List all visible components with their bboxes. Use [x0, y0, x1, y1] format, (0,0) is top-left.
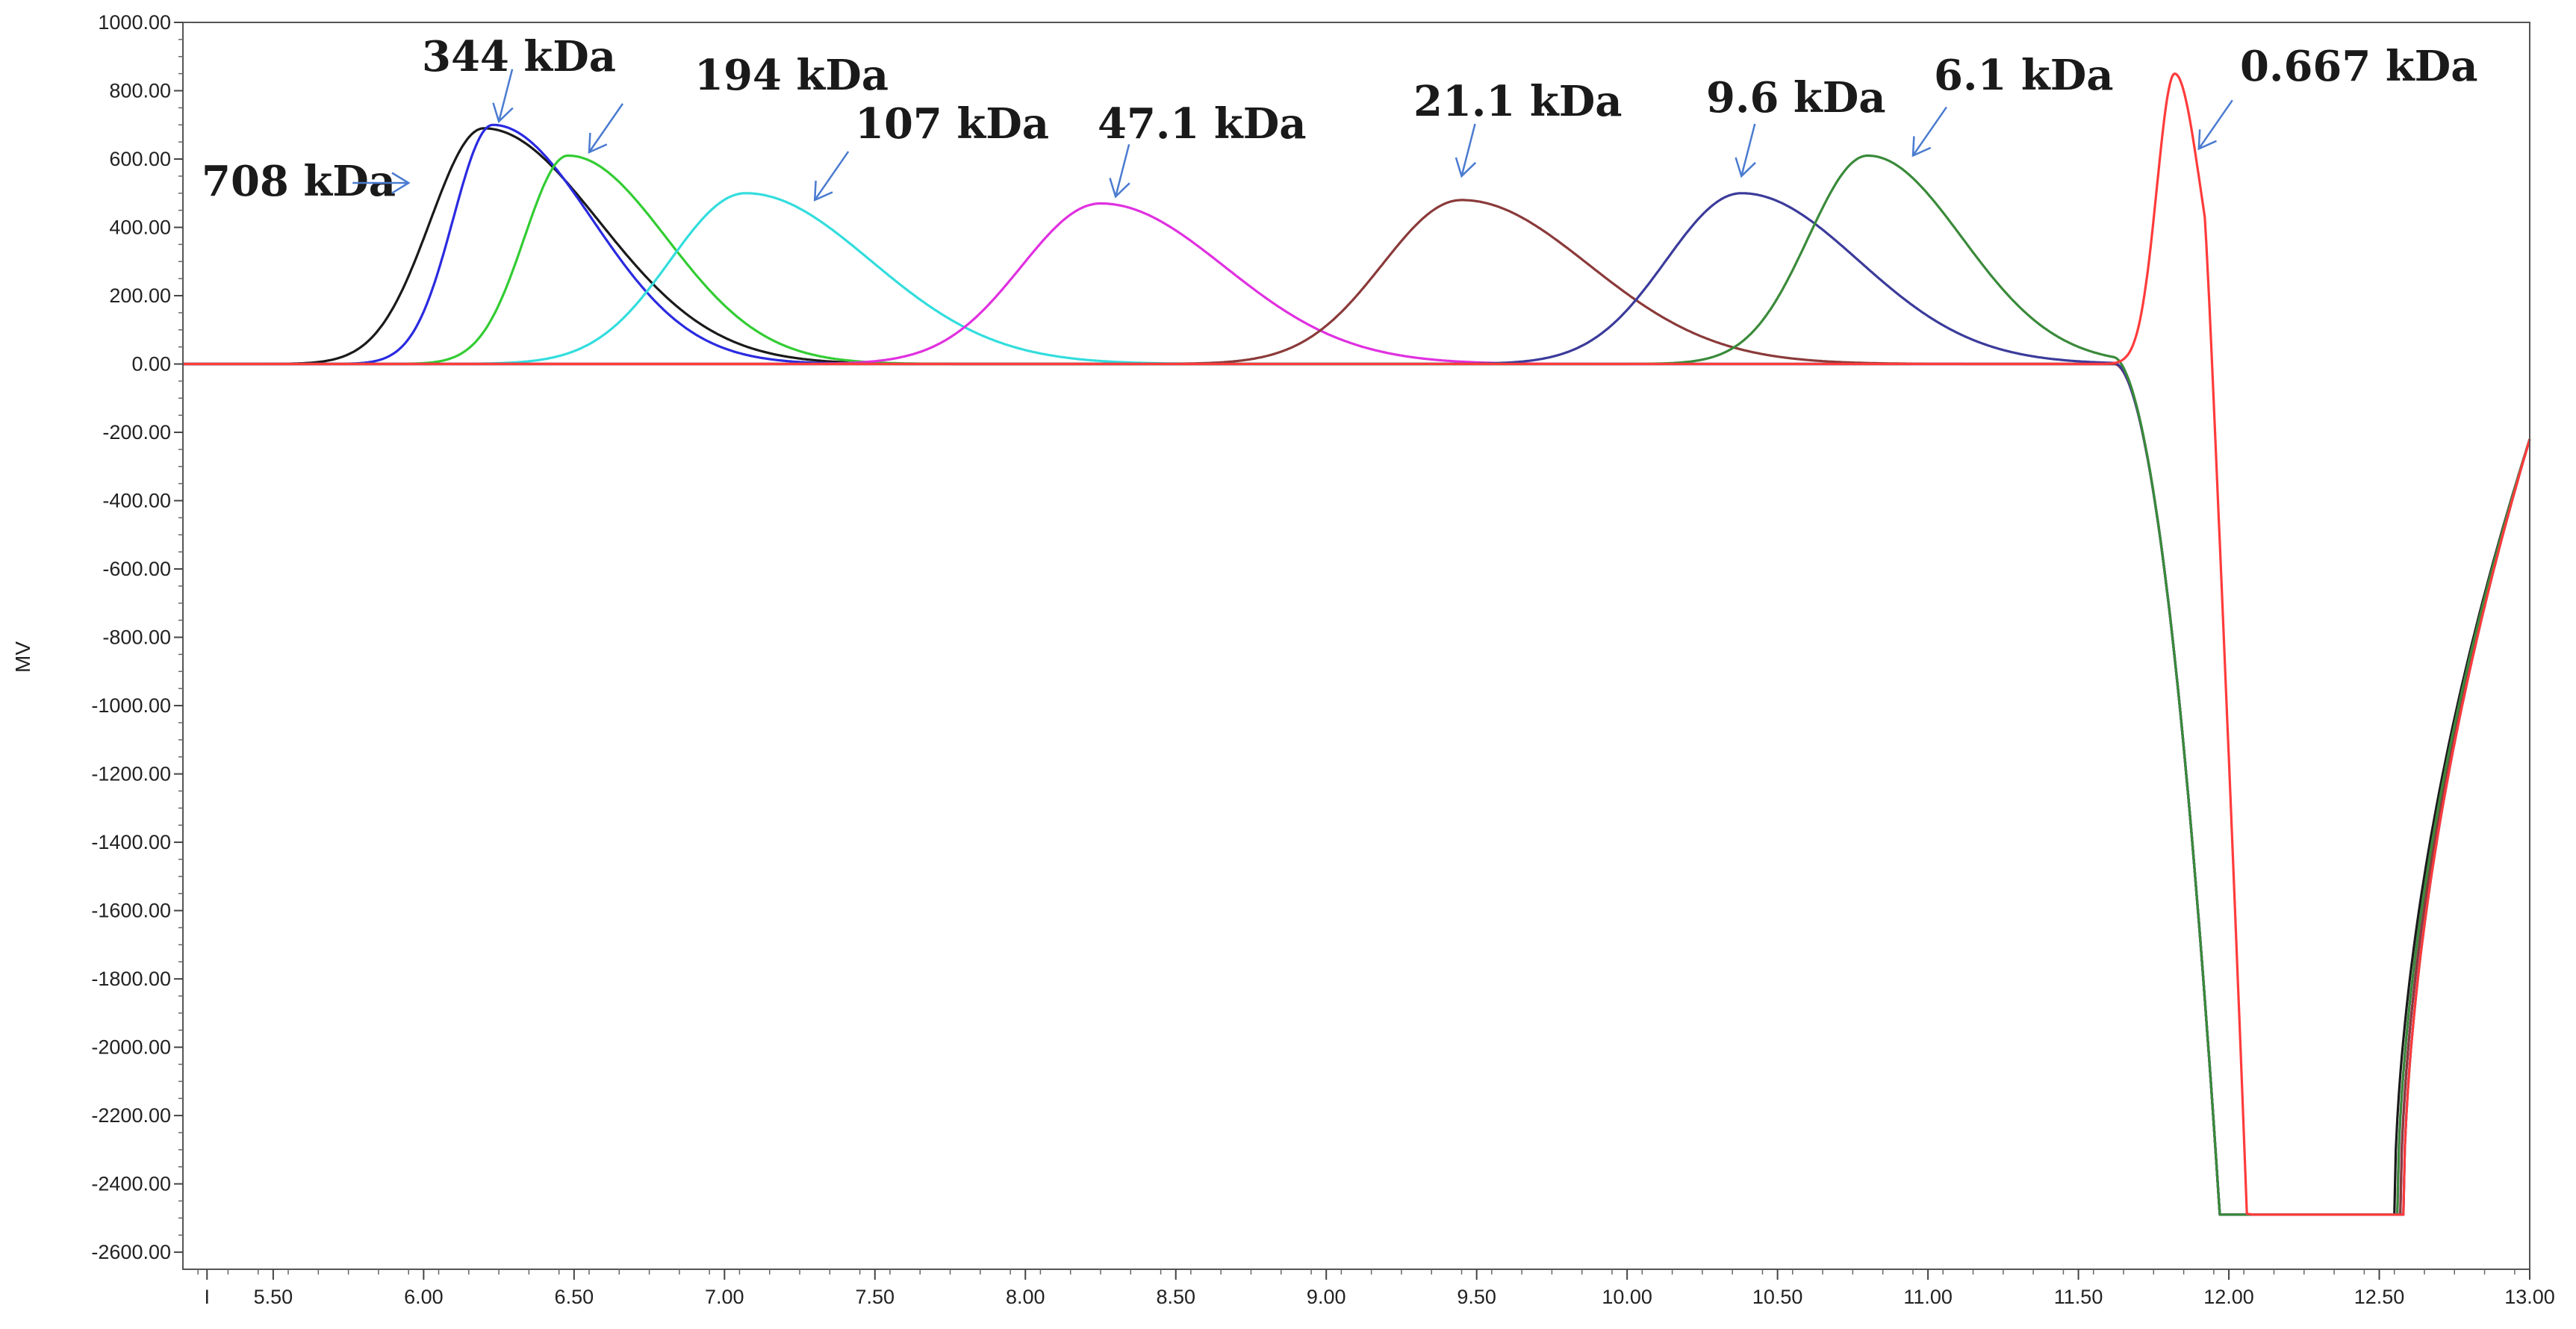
x-tick-label: 10.50: [1752, 1286, 1803, 1308]
x-tick-label: 8.50: [1156, 1286, 1195, 1308]
y-tick-label: -1200.00: [91, 763, 171, 785]
y-tick-label: -1400.00: [91, 831, 171, 853]
peak-label: 6.1 kDa: [1934, 51, 2114, 100]
annotation-arrow: [814, 151, 850, 201]
plot-frame: [182, 22, 2530, 1270]
annotation-arrow: [1460, 123, 1476, 177]
peak-label: 0.667 kDa: [2240, 42, 2478, 91]
x-tick-label: 10.00: [1602, 1286, 1652, 1308]
annotation-arrowhead: [2197, 129, 2218, 151]
plot-area: [183, 72, 2531, 1216]
x-tick-label: 11.50: [2054, 1286, 2103, 1308]
annotation-arrowhead: [391, 172, 411, 194]
x-tick-label: 6.00: [404, 1286, 444, 1308]
series-line: [183, 72, 2531, 1216]
peak-label: 194 kDa: [694, 51, 889, 100]
annotation-arrowhead: [1735, 157, 1756, 178]
y-tick-label: -2600.00: [91, 1241, 171, 1263]
x-tick-label: 12.00: [2203, 1286, 2254, 1308]
annotation-arrowhead: [1911, 136, 1932, 158]
peak-label: 21.1 kDa: [1413, 77, 1623, 126]
x-tick-label: 6.50: [555, 1286, 594, 1308]
x-tick-label: 7.00: [705, 1286, 744, 1308]
x-tick-label: 12.50: [2354, 1286, 2405, 1308]
y-tick-label: 1000.00: [98, 11, 171, 34]
annotation-arrowhead: [813, 180, 833, 202]
y-axis-label: MV: [11, 641, 34, 673]
y-tick-label: -200.00: [102, 421, 171, 443]
axes: 1000.00 800.00 600.00 400.00 200.00 0.00 -200.…: [91, 11, 2554, 1308]
x-tick-label: I: [204, 1286, 210, 1308]
y-tick-label: -800.00: [102, 626, 171, 649]
x-tick-label: 13.00: [2504, 1286, 2555, 1308]
y-tick-label: 400.00: [109, 217, 171, 239]
y-tick-label: -600.00: [102, 558, 171, 580]
y-tick-label: 600.00: [109, 148, 171, 170]
annotation-arrowhead: [1455, 157, 1477, 178]
annotation-arrowhead: [588, 132, 608, 154]
annotation-arrow: [1911, 106, 1947, 157]
peak-label: 9.6 kDa: [1706, 73, 1886, 122]
annotation-arrowhead: [1109, 178, 1130, 199]
annotation-arrowhead: [492, 102, 514, 124]
annotation-arrow: [2197, 99, 2233, 149]
annotation-arrow: [1740, 123, 1756, 177]
y-tick-label: 200.00: [109, 284, 171, 307]
annotation-arrow: [497, 69, 514, 122]
x-tick-label: 7.50: [856, 1286, 895, 1308]
y-tick-label: -1800.00: [91, 968, 171, 990]
y-tick-label: -1000.00: [91, 694, 171, 717]
y-tick-label: -400.00: [102, 490, 171, 512]
x-tick-label: 5.50: [254, 1286, 293, 1308]
peak-label: 107 kDa: [855, 99, 1049, 149]
y-tick-label: -1600.00: [91, 900, 171, 922]
x-tick-label: 9.00: [1307, 1286, 1346, 1308]
y-tick-label: 800.00: [109, 80, 171, 102]
x-tick-label: 9.50: [1457, 1286, 1496, 1308]
peak-label: 708 kDa: [202, 157, 396, 206]
x-tick-label: 11.00: [1903, 1286, 1953, 1308]
annotation-arrow: [588, 103, 624, 153]
y-tick-label: -2200.00: [91, 1104, 171, 1127]
annotation-arrow: [1114, 144, 1130, 197]
x-tick-label: 8.00: [1006, 1286, 1045, 1308]
peak-label: 47.1 kDa: [1098, 99, 1307, 149]
y-tick-label: -2400.00: [91, 1173, 171, 1195]
peak-label: 344 kDa: [422, 32, 616, 81]
y-tick-label: 0.00: [131, 353, 171, 376]
y-tick-label: -2000.00: [91, 1036, 171, 1059]
